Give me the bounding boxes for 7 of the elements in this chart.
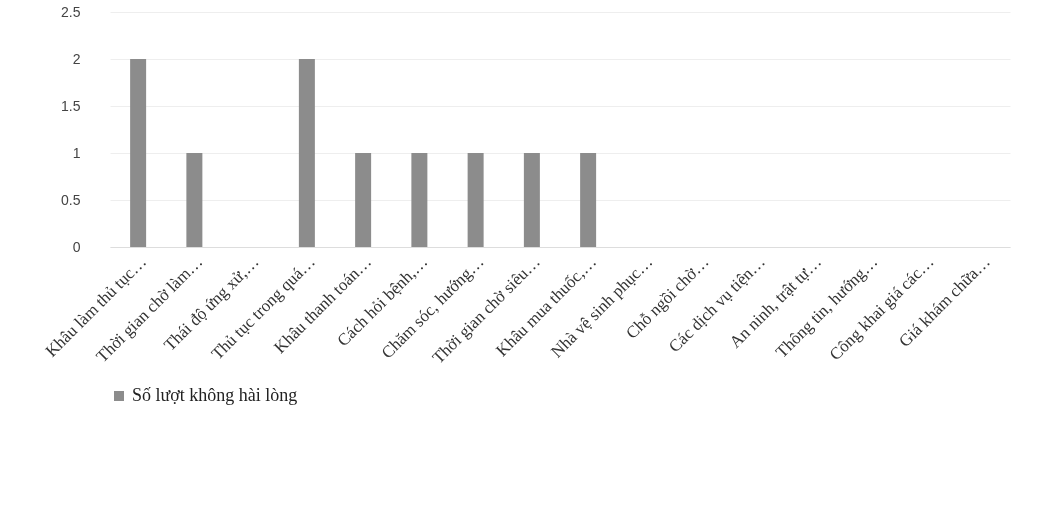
y-tick-label: 2 (72, 50, 81, 67)
y-tick-label: 0 (72, 238, 81, 255)
y-tick-label: 1.5 (61, 97, 81, 114)
y-tick-label: 0.5 (61, 191, 81, 208)
legend-label: Số lượt không hài lòng (132, 385, 298, 405)
y-tick-label: 1 (72, 144, 81, 161)
y-tick-label: 2.5 (61, 3, 81, 20)
